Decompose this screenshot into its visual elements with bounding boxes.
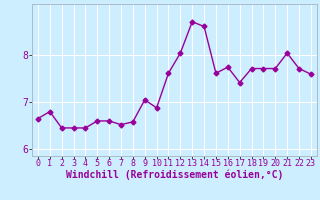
X-axis label: Windchill (Refroidissement éolien,°C): Windchill (Refroidissement éolien,°C): [66, 170, 283, 180]
